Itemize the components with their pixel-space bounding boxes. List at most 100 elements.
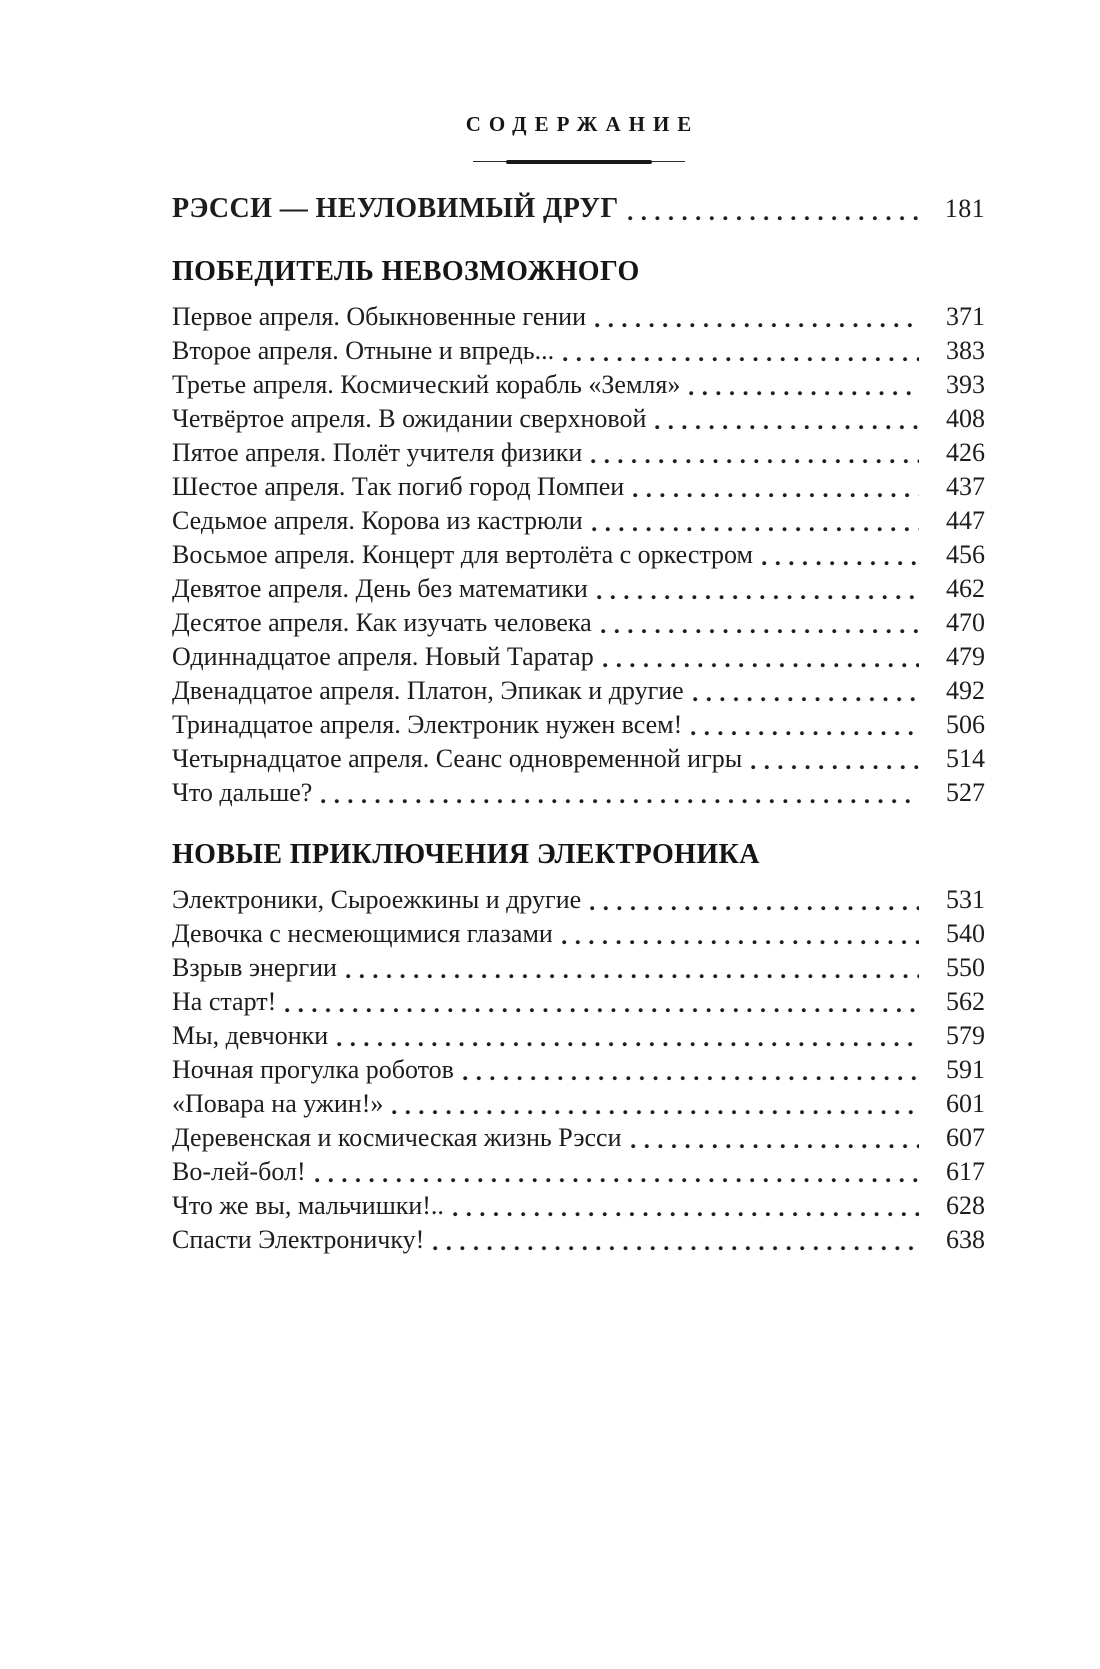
- dot-leader: [691, 731, 919, 736]
- toc-entry-title: РЭССИ — НЕУЛОВИМЫЙ ДРУГ: [172, 193, 619, 224]
- toc-entry-page: 181: [944, 194, 985, 223]
- toc-entry-page: 540: [946, 919, 985, 948]
- dot-leader: [596, 595, 919, 600]
- toc-entry-title: Седьмое апреля. Корова из кастрюли: [172, 506, 583, 535]
- dot-leader: [751, 765, 919, 770]
- dot-leader: [633, 493, 919, 498]
- toc-entry-title: Четвёртое апреля. В ожидании сверхновой: [172, 404, 647, 433]
- toc-entry-title: Двенадцатое апреля. Платон, Эпикак и дру…: [172, 676, 684, 705]
- toc-entry-title: Электроники, Сыроежкины и другие: [172, 885, 582, 914]
- toc-entry-page: 393: [946, 370, 985, 399]
- toc-entry-page: 628: [946, 1191, 985, 1220]
- toc-entry: Третье апреля. Космический корабль «Земл…: [172, 368, 985, 402]
- toc-entry: Второе апреля. Отныне и впредь... 383: [172, 334, 985, 368]
- dot-leader: [462, 1076, 919, 1081]
- toc-entry: Девочка с несмеющимися глазами 540: [172, 917, 985, 951]
- toc-entry-title: Третье апреля. Космический корабль «Земл…: [172, 370, 681, 399]
- toc-entry-page: 371: [946, 302, 985, 331]
- dot-leader: [627, 216, 919, 221]
- title-divider-rule: [472, 159, 685, 165]
- toc-entry-page: 383: [946, 336, 985, 365]
- dot-leader: [563, 357, 919, 362]
- toc-entry-title: Шестое апреля. Так погиб город Помпеи: [172, 472, 625, 501]
- toc-entry: Спасти Электроничку! 638: [172, 1223, 985, 1257]
- toc-entry: Что же вы, мальчишки!.. 628: [172, 1189, 985, 1223]
- dot-leader: [590, 906, 919, 911]
- toc-entry-page: 607: [946, 1123, 985, 1152]
- toc-entry-title: Восьмое апреля. Концерт для вертолёта с …: [172, 540, 754, 569]
- toc-entry-page: 601: [946, 1089, 985, 1118]
- toc-entry-page: 506: [946, 710, 985, 739]
- dot-leader: [602, 663, 919, 668]
- toc-entry-page: 562: [946, 987, 985, 1016]
- toc-entry: Первое апреля. Обыкновенные гении 371: [172, 300, 985, 334]
- toc-entry: Тринадцатое апреля. Электроник нужен все…: [172, 708, 985, 742]
- toc-entry: Ночная прогулка роботов 591: [172, 1053, 985, 1087]
- toc-entry-page: 426: [946, 438, 985, 467]
- toc-entry-page: 447: [946, 506, 985, 535]
- toc-entry: Десятое апреля. Как изучать человека 470: [172, 606, 985, 640]
- toc-entry: Четвёртое апреля. В ожидании сверхновой 4…: [172, 402, 985, 436]
- toc-entry-page: 617: [946, 1157, 985, 1186]
- dot-leader: [561, 940, 919, 945]
- section-heading: НОВЫЕ ПРИКЛЮЧЕНИЯ ЭЛЕКТРОНИКА: [172, 839, 760, 870]
- toc-entry: На старт! 562: [172, 985, 985, 1019]
- toc-entry-title: Первое апреля. Обыкновенные гении: [172, 302, 586, 331]
- toc-entry-page: 514: [946, 744, 985, 773]
- toc-entry-page: 527: [946, 778, 985, 807]
- toc-entry: Восьмое апреля. Концерт для вертолёта с …: [172, 538, 985, 572]
- toc-entry-title: Ночная прогулка роботов: [172, 1055, 454, 1084]
- toc-entry: «Повара на ужин!» 601: [172, 1087, 985, 1121]
- toc-entry: РЭССИ — НЕУЛОВИМЫЙ ДРУГ 181: [172, 191, 985, 227]
- toc-entry-title: На старт!: [172, 987, 277, 1016]
- toc-entry: Двенадцатое апреля. Платон, Эпикак и дру…: [172, 674, 985, 708]
- dot-leader: [591, 459, 919, 464]
- toc-entry-page: 591: [946, 1055, 985, 1084]
- toc-entry: Пятое апреля. Полёт учителя физики 426: [172, 436, 985, 470]
- dot-leader: [345, 974, 919, 979]
- toc-entry: Четырнадцатое апреля. Сеанс одновременно…: [172, 742, 985, 776]
- section-heading: ПОБЕДИТЕЛЬ НЕВОЗМОЖНОГО: [172, 256, 640, 287]
- dot-leader: [433, 1246, 919, 1251]
- dot-leader: [591, 527, 919, 532]
- toc-entry-title: Тринадцатое апреля. Электроник нужен все…: [172, 710, 683, 739]
- toc-entry-title: Взрыв энергии: [172, 953, 337, 982]
- toc-entry: Деревенская и космическая жизнь Рэсси 607: [172, 1121, 985, 1155]
- toc-entry-title: Десятое апреля. Как изучать человека: [172, 608, 592, 637]
- dot-leader: [314, 1178, 919, 1183]
- toc-entry-page: 579: [946, 1021, 985, 1050]
- dot-leader: [762, 561, 919, 566]
- dot-leader: [630, 1144, 919, 1149]
- toc-entry-title: Что же вы, мальчишки!..: [172, 1191, 444, 1220]
- toc-entry-page: 638: [946, 1225, 985, 1254]
- dot-leader: [692, 697, 919, 702]
- toc-entry-title: Спасти Электроничку!: [172, 1225, 425, 1254]
- toc-entry: Шестое апреля. Так погиб город Помпеи 437: [172, 470, 985, 504]
- dot-leader: [285, 1008, 919, 1013]
- toc-entry-title: Деревенская и космическая жизнь Рэсси: [172, 1123, 622, 1152]
- toc-entry-title: Что дальше?: [172, 778, 313, 807]
- toc-entry: Электроники, Сыроежкины и другие 531: [172, 883, 985, 917]
- page-title: СОДЕРЖАНИЕ: [465, 112, 700, 136]
- toc-entry-title: Мы, девчонки: [172, 1021, 329, 1050]
- dot-leader: [594, 323, 919, 328]
- toc-entry: Что дальше? 527: [172, 776, 985, 810]
- toc-list: РЭССИ — НЕУЛОВИМЫЙ ДРУГ 181 ПОБЕДИТЕЛЬ НЕВ…: [172, 191, 985, 1257]
- contents-column: СОДЕРЖАНИЕ РЭССИ — НЕУЛОВИМЫЙ ДРУГ 181 ПОБ…: [172, 112, 985, 1257]
- dot-leader: [689, 391, 919, 396]
- dot-leader: [452, 1212, 919, 1217]
- toc-entry: Взрыв энергии 550: [172, 951, 985, 985]
- dot-leader: [321, 799, 919, 804]
- toc-entry-page: 456: [946, 540, 985, 569]
- toc-entry-page: 470: [946, 608, 985, 637]
- dot-leader: [337, 1042, 919, 1047]
- toc-entry-title: Четырнадцатое апреля. Сеанс одновременно…: [172, 744, 743, 773]
- toc-entry-page: 531: [946, 885, 985, 914]
- toc-entry: Мы, девчонки 579: [172, 1019, 985, 1053]
- toc-entry-page: 462: [946, 574, 985, 603]
- toc-entry: Седьмое апреля. Корова из кастрюли 447: [172, 504, 985, 538]
- toc-entry-page: 550: [946, 953, 985, 982]
- toc-entry-title: Во-лей-бол!: [172, 1157, 306, 1186]
- toc-entry-page: 408: [946, 404, 985, 433]
